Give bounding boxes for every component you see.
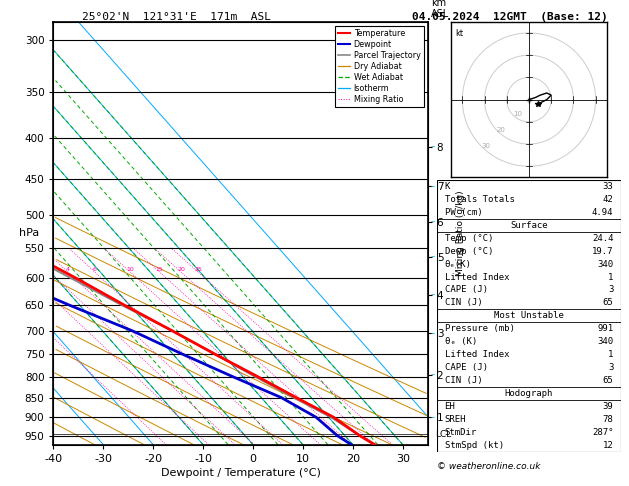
Text: LCL: LCL <box>435 430 452 439</box>
Text: 24.4: 24.4 <box>592 234 613 243</box>
Text: Temp (°C): Temp (°C) <box>445 234 493 243</box>
Text: Totals Totals: Totals Totals <box>445 195 515 204</box>
Text: Hodograph: Hodograph <box>505 389 553 398</box>
Text: 25°02'N  121°31'E  171m  ASL: 25°02'N 121°31'E 171m ASL <box>82 12 270 22</box>
Text: 04.05.2024  12GMT  (Base: 12): 04.05.2024 12GMT (Base: 12) <box>412 12 608 22</box>
Text: CAPE (J): CAPE (J) <box>445 363 487 372</box>
Text: © weatheronline.co.uk: © weatheronline.co.uk <box>437 462 541 471</box>
Text: –: – <box>431 142 435 151</box>
Text: CIN (J): CIN (J) <box>445 376 482 385</box>
Text: Lifted Index: Lifted Index <box>445 273 509 281</box>
Text: 10: 10 <box>126 267 134 272</box>
Legend: Temperature, Dewpoint, Parcel Trajectory, Dry Adiabat, Wet Adiabat, Isotherm, Mi: Temperature, Dewpoint, Parcel Trajectory… <box>335 26 424 107</box>
Text: –: – <box>431 370 435 379</box>
Text: CAPE (J): CAPE (J) <box>445 285 487 295</box>
Text: 3: 3 <box>608 285 613 295</box>
Text: –: – <box>431 217 435 226</box>
Text: Lifted Index: Lifted Index <box>445 350 509 359</box>
X-axis label: Dewpoint / Temperature (°C): Dewpoint / Temperature (°C) <box>160 468 321 478</box>
Text: 12: 12 <box>603 441 613 450</box>
Text: Surface: Surface <box>510 221 548 230</box>
Text: PW (cm): PW (cm) <box>445 208 482 217</box>
Text: 4: 4 <box>66 267 70 272</box>
Text: 287°: 287° <box>592 428 613 437</box>
Text: 33: 33 <box>603 182 613 191</box>
Text: θₑ (K): θₑ (K) <box>445 337 477 347</box>
Text: –: – <box>431 182 435 191</box>
Text: –: – <box>431 329 435 338</box>
Text: Dewp (°C): Dewp (°C) <box>445 246 493 256</box>
Text: CIN (J): CIN (J) <box>445 298 482 308</box>
Text: 78: 78 <box>603 415 613 424</box>
Text: 20: 20 <box>497 127 506 133</box>
Text: EH: EH <box>445 402 455 411</box>
Text: 65: 65 <box>603 298 613 308</box>
Text: 340: 340 <box>598 337 613 347</box>
Text: 991: 991 <box>598 324 613 333</box>
Text: 65: 65 <box>603 376 613 385</box>
Text: 25: 25 <box>194 267 202 272</box>
Text: StmSpd (kt): StmSpd (kt) <box>445 441 504 450</box>
Text: θₑ(K): θₑ(K) <box>445 260 471 269</box>
Text: Pressure (mb): Pressure (mb) <box>445 324 515 333</box>
Text: –: – <box>431 413 435 422</box>
Text: 19.7: 19.7 <box>592 246 613 256</box>
Text: 42: 42 <box>603 195 613 204</box>
Text: 3: 3 <box>608 363 613 372</box>
Text: K: K <box>445 182 450 191</box>
Text: –: – <box>431 253 435 261</box>
Text: 1: 1 <box>608 350 613 359</box>
Text: –: – <box>431 290 435 299</box>
Text: 20: 20 <box>177 267 185 272</box>
Text: kt: kt <box>455 29 464 37</box>
Text: StmDir: StmDir <box>445 428 477 437</box>
Text: 4.94: 4.94 <box>592 208 613 217</box>
Text: 1: 1 <box>608 273 613 281</box>
Text: Most Unstable: Most Unstable <box>494 312 564 320</box>
Text: hPa: hPa <box>19 228 39 238</box>
Text: Mixing Ratio (g/kg): Mixing Ratio (g/kg) <box>456 191 465 276</box>
Text: SREH: SREH <box>445 415 466 424</box>
Text: 340: 340 <box>598 260 613 269</box>
Text: 30: 30 <box>481 142 490 149</box>
Text: 39: 39 <box>603 402 613 411</box>
Text: 10: 10 <box>513 111 522 117</box>
Text: km
ASL: km ASL <box>431 0 449 19</box>
Text: 15: 15 <box>155 267 164 272</box>
Text: 6: 6 <box>92 267 97 272</box>
